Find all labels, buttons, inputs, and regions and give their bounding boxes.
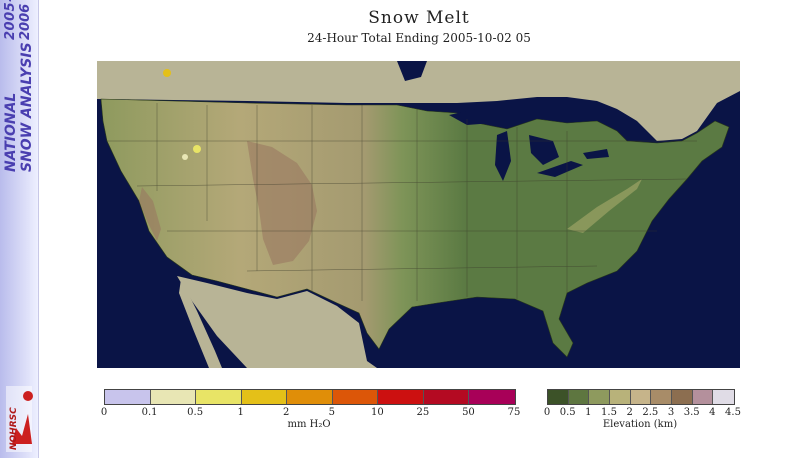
melt-swatch-2 — [196, 390, 242, 404]
melt-spot-montana — [163, 69, 171, 77]
state-borders — [107, 103, 697, 301]
elevation-tick-label: 0.5 — [559, 407, 576, 418]
elevation-tick-label: 1.5 — [601, 407, 617, 418]
elevation-swatch-3 — [609, 390, 631, 404]
melt-tick-label: 5 — [328, 407, 335, 418]
melt-tick-label: 50 — [462, 407, 475, 418]
map-subtitle: 24-Hour Total Ending 2005-10-02 05 — [307, 31, 531, 45]
melt-tick-label: 25 — [416, 407, 430, 418]
melt-tick-label: 10 — [370, 407, 384, 418]
hudson-bay-inlet — [397, 61, 427, 81]
banner-title-line2: SNOW ANALYSIS — [19, 42, 35, 172]
snow-melt-legend — [104, 389, 516, 405]
elevation-tick-label: 3.5 — [683, 407, 700, 418]
lake-superior — [449, 109, 517, 125]
lake-huron — [529, 135, 559, 165]
canada-land — [97, 61, 740, 141]
elevation-tick-label: 2 — [626, 407, 633, 418]
elevation-legend — [547, 389, 735, 405]
rocky-mountains — [247, 141, 317, 265]
elevation-tick-label: 2.5 — [642, 407, 659, 418]
melt-swatch-5 — [332, 390, 379, 404]
snow-melt-map — [97, 61, 740, 368]
baja-land — [179, 279, 222, 368]
elevation-tick-label: 4.5 — [725, 407, 741, 418]
snow-melt-unit: mm H₂O — [287, 419, 331, 430]
appalachians — [567, 179, 642, 233]
elevation-tick-label: 0 — [543, 407, 551, 418]
melt-swatch-4 — [287, 390, 333, 404]
elevation-swatch-7 — [692, 390, 714, 404]
banner-year-start: 2005- — [3, 0, 18, 40]
elevation-tick-label: 1 — [585, 407, 592, 418]
lake-michigan — [495, 131, 511, 181]
map-title: Snow Melt — [368, 8, 470, 28]
melt-spot-idaho — [182, 154, 188, 160]
melt-spot-wyoming — [193, 145, 201, 153]
melt-swatch-0 — [105, 390, 151, 404]
mexico-land — [177, 276, 377, 368]
side-banner: 2005- 2006 NATIONAL SNOW ANALYSIS NOHRSC — [0, 0, 39, 458]
melt-tick-label: 0 — [100, 407, 108, 418]
elevation-swatch-0 — [548, 390, 569, 404]
melt-swatch-3 — [241, 390, 288, 404]
melt-swatch-6 — [378, 390, 424, 404]
melt-tick-label: 0.5 — [187, 407, 204, 418]
elevation-swatch-5 — [651, 390, 672, 404]
melt-tick-label: 0.1 — [141, 407, 158, 418]
elevation-swatch-2 — [589, 390, 610, 404]
svg-text:NOHRSC: NOHRSC — [9, 407, 19, 450]
elevation-swatch-1 — [568, 390, 590, 404]
melt-tick-label: 1 — [237, 407, 244, 418]
elevation-swatch-6 — [671, 390, 693, 404]
lake-ontario — [583, 149, 609, 159]
banner-title-line1: NATIONAL — [3, 92, 19, 172]
elevation-tick-label: 3 — [667, 407, 675, 418]
nohrsc-logo: NOHRSC — [6, 386, 33, 452]
elevation-unit: Elevation (km) — [602, 419, 678, 430]
melt-tick-label: 2 — [283, 407, 290, 418]
sierra-nevada — [139, 187, 161, 241]
lake-erie — [537, 161, 583, 177]
banner-year-end: 2006 — [18, 3, 33, 40]
melt-tick-label: 75 — [507, 407, 521, 418]
elevation-tick-label: 4 — [709, 407, 716, 418]
elevation-swatch-4 — [630, 390, 652, 404]
elevation-swatch-8 — [713, 390, 734, 404]
melt-swatch-1 — [150, 390, 197, 404]
melt-swatch-8 — [469, 390, 515, 404]
melt-swatch-7 — [423, 390, 470, 404]
